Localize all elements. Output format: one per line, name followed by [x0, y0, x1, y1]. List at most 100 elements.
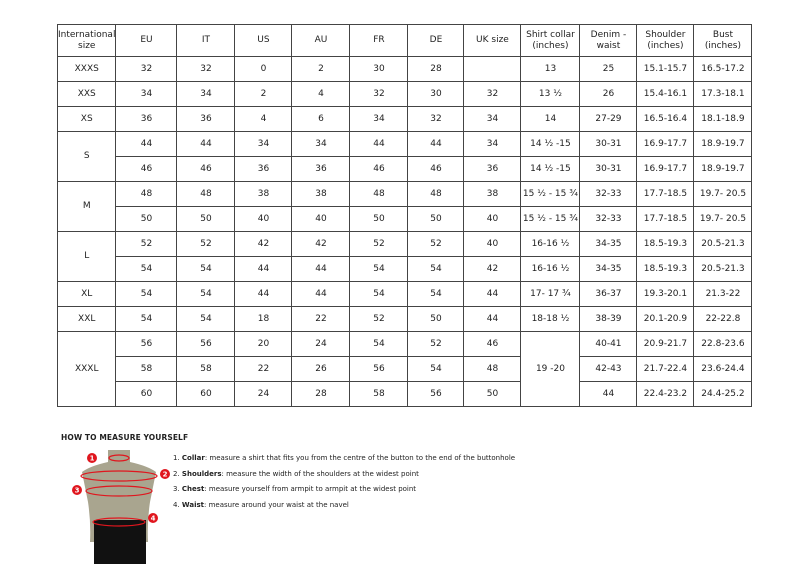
step-term: Collar [181, 454, 205, 462]
svg-text:1: 1 [90, 455, 95, 463]
table-cell: 19.3-20.1 [636, 281, 695, 307]
table-cell: 22.4-23.2 [636, 381, 695, 407]
table-cell: 46 [463, 331, 522, 357]
size-label-cell: XL [56, 281, 117, 307]
table-cell: 32-33 [579, 206, 638, 232]
table-cell: 17- 17 ¾ [520, 281, 581, 307]
table-row: 54 54 44 44 54 54 42 16-16 ½ 34-35 18.5-19.3 20.5-… [58, 256, 753, 282]
table-cell: 48 [349, 181, 409, 207]
size-chart-table: International size EU IT US AU FR DE UK size Shi… [56, 24, 753, 407]
table-cell: 58 [349, 381, 409, 407]
table-cell: 24 [291, 331, 351, 357]
column-header: Shoulder (inches) [636, 24, 695, 57]
table-cell: 34 [463, 106, 522, 132]
table-cell: 17.7-18.5 [636, 206, 695, 232]
table-cell: 50 [407, 306, 465, 332]
size-label-cell: M [56, 181, 117, 232]
table-cell: 32 [407, 106, 465, 132]
size-label-cell: L [56, 231, 117, 282]
table-row: 50 50 40 40 50 50 40 15 ½ - 15 ¾ 32-33 17.7-18.5 1… [58, 206, 753, 232]
step-number: 1. [173, 454, 180, 462]
table-cell: 52 [349, 306, 409, 332]
column-header: US [234, 24, 293, 57]
size-label-cell: XS [56, 106, 117, 132]
table-row: XL 54 54 44 44 54 54 44 17- 17 ¾ 36-37 19.3-20.1 21… [56, 281, 753, 307]
size-label-cell: XXXL [56, 331, 117, 407]
step-text: : measure around your waist at the navel [204, 500, 349, 509]
table-cell: 6 [291, 106, 351, 132]
table-cell: 30-31 [579, 131, 638, 157]
table-cell: 24 [234, 381, 293, 407]
size-label-cell: S [56, 131, 117, 182]
table-cell: 38 [234, 181, 293, 207]
table-cell: 44 [115, 131, 178, 157]
table-cell: 21.7-22.4 [636, 356, 695, 382]
table-row: L 52 52 42 42 52 52 40 16-16 ½ 34-35 18.5-19.3 20.5… [56, 231, 753, 282]
table-cell: 52 [176, 231, 236, 257]
table-cell: 34 [234, 131, 293, 157]
measure-step: 2. Shoulders: measure the width of the s… [173, 467, 515, 483]
table-cell: 52 [115, 231, 178, 257]
table-cell: 54 [349, 256, 409, 282]
table-cell: 56 [349, 356, 409, 382]
table-cell: 38-39 [579, 306, 638, 332]
table-cell: 28 [407, 56, 465, 82]
table-cell: 17.7-18.5 [636, 181, 695, 207]
table-row: XS 36 36 4 6 34 32 34 14 27-29 16.5-16.4 18.1-18.9 [56, 106, 753, 132]
table-cell: 42 [234, 231, 293, 257]
svg-text:4: 4 [151, 515, 156, 523]
table-cell: 32 [463, 81, 522, 107]
table-cell: 17.3-18.1 [693, 81, 753, 107]
table-cell: 18.5-19.3 [636, 231, 695, 257]
table-cell: 44 [579, 381, 638, 407]
table-row: M 48 48 38 38 48 48 38 15 ½ - 15 ¾ 32-33 17.7-18.5… [56, 181, 753, 232]
column-header: AU [291, 24, 351, 57]
table-cell [463, 56, 522, 82]
table-cell: 58 [115, 356, 178, 382]
table-cell: 34-35 [579, 231, 638, 257]
table-cell: 30-31 [579, 156, 638, 182]
step-number: 3. [173, 485, 180, 493]
table-cell: 2 [291, 56, 351, 82]
table-cell: 54 [115, 281, 178, 307]
table-cell: 2 [234, 81, 293, 107]
table-cell: 60 [176, 381, 236, 407]
table-cell: 40 [463, 206, 522, 232]
table-cell: 16-16 ½ [520, 231, 581, 257]
header-row: International size EU IT US AU FR DE UK size Shi… [56, 24, 753, 57]
table-cell: 54 [176, 306, 236, 332]
table-cell: 14 ½ -15 [520, 156, 581, 182]
table-cell: 40-41 [579, 331, 638, 357]
table-cell: 21.3-22 [693, 281, 753, 307]
table-cell: 56 [176, 331, 236, 357]
table-cell: 22-22.8 [693, 306, 753, 332]
table-cell: 30 [407, 81, 465, 107]
table-cell: 26 [291, 356, 351, 382]
table-cell: 20 [234, 331, 293, 357]
table-cell: 42 [291, 231, 351, 257]
table-cell: 22 [234, 356, 293, 382]
table-cell: 48 [407, 181, 465, 207]
table-cell: 38 [463, 181, 522, 207]
column-header: EU [115, 24, 178, 57]
table-cell: 15.4-16.1 [636, 81, 695, 107]
table-cell: 20.9-21.7 [636, 331, 695, 357]
table-cell: 54 [115, 306, 178, 332]
table-row: XXXS 32 32 0 2 30 28 13 25 15.1-15.7 16.5-17.2 [56, 56, 753, 82]
column-header: Shirt collar (inches) [520, 24, 581, 57]
table-cell: 40 [234, 206, 293, 232]
table-cell: 13 [520, 56, 581, 82]
table-cell: 19 -20 [520, 331, 581, 407]
table-cell: 20.5-21.3 [693, 256, 753, 282]
table-cell: 50 [176, 206, 236, 232]
marker-2-icon: 2 [160, 469, 170, 479]
table-cell: 46 [407, 156, 465, 182]
table-cell: 25 [579, 56, 638, 82]
table-row: XXS 34 34 2 4 32 30 32 13 ½ 26 15.4-16.1 17.3-18.1 [56, 81, 753, 107]
table-cell: 22 [291, 306, 351, 332]
table-row: XXL 54 54 18 22 52 50 44 18-18 ½ 38-39 20.1-20.9 22… [56, 306, 753, 332]
table-row: 60 60 24 28 58 56 50 44 22.4-23.2 24.4-25.2 [58, 381, 753, 407]
table-cell: 36-37 [579, 281, 638, 307]
table-cell: 58 [176, 356, 236, 382]
table-cell: 42-43 [579, 356, 638, 382]
